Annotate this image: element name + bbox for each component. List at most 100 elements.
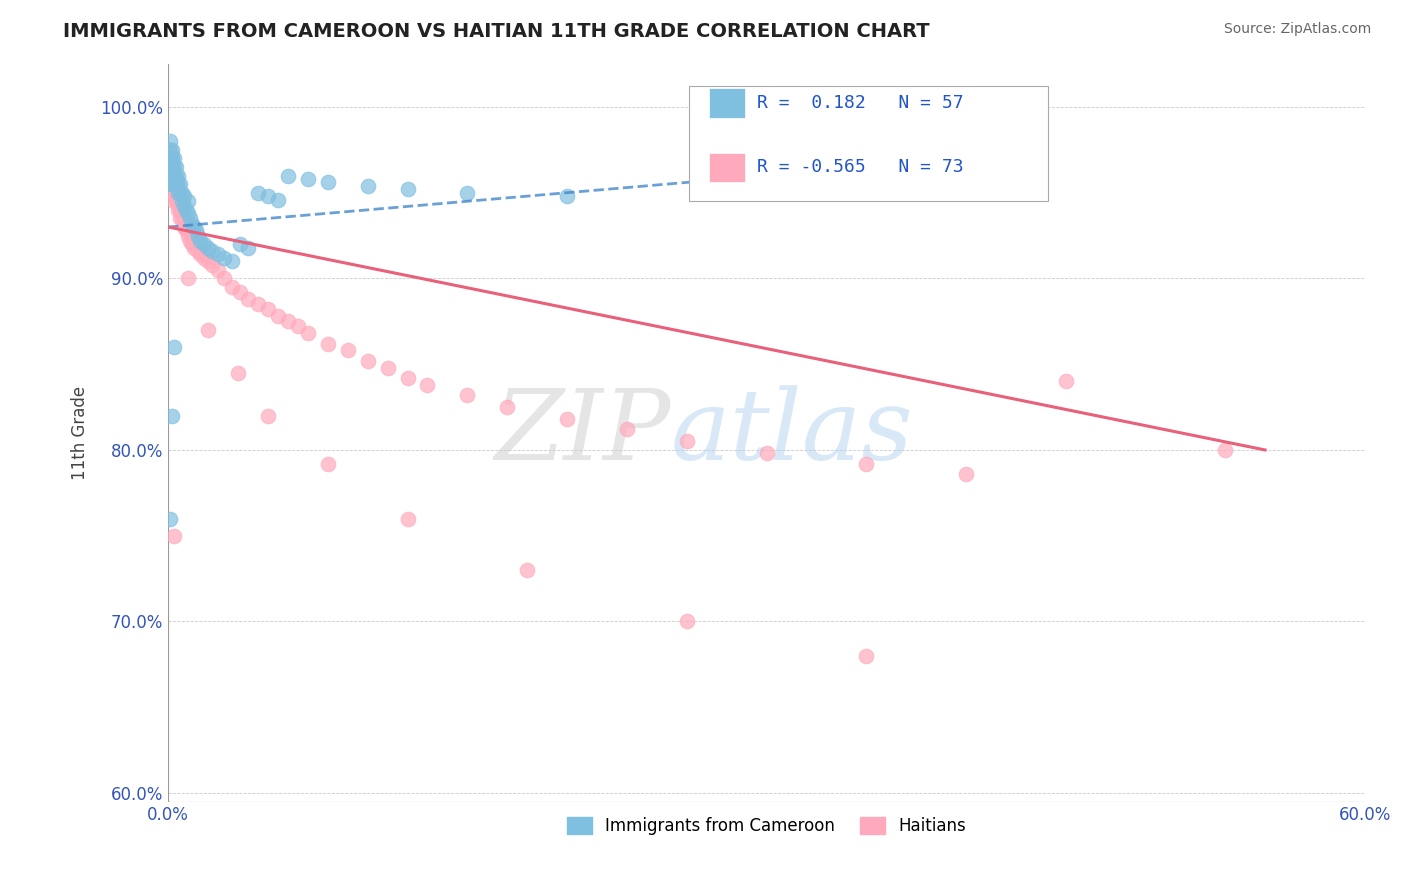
Point: [159, 169, 181, 183]
Point: [193, 237, 215, 252]
Point: [167, 202, 190, 217]
FancyBboxPatch shape: [709, 88, 745, 118]
FancyBboxPatch shape: [709, 153, 745, 182]
Point: [173, 211, 195, 226]
Text: R = -0.565   N = 73: R = -0.565 N = 73: [756, 159, 963, 177]
Point: [396, 182, 419, 196]
Point: [183, 241, 205, 255]
Point: [229, 237, 252, 252]
Point: [201, 258, 224, 272]
Point: [169, 202, 191, 217]
Point: [172, 211, 194, 226]
Point: [160, 169, 183, 183]
Point: [188, 234, 211, 248]
Point: [177, 271, 200, 285]
Point: [456, 186, 478, 200]
Text: R =  0.182   N = 57: R = 0.182 N = 57: [756, 95, 963, 112]
Point: [165, 160, 187, 174]
Point: [187, 244, 209, 258]
Point: [188, 247, 211, 261]
Point: [221, 254, 243, 268]
Point: [173, 189, 195, 203]
Point: [855, 457, 877, 471]
Point: [173, 219, 195, 234]
Point: [555, 189, 578, 203]
Point: [212, 251, 235, 265]
Point: [163, 169, 186, 183]
Point: [181, 237, 204, 252]
Point: [675, 615, 697, 629]
Point: [172, 194, 194, 209]
Point: [516, 563, 538, 577]
Point: [163, 186, 186, 200]
Point: [336, 343, 359, 358]
Point: [163, 177, 186, 191]
Point: [163, 340, 186, 354]
Point: [159, 152, 181, 166]
Point: [160, 152, 183, 166]
Point: [221, 280, 243, 294]
Point: [169, 177, 191, 191]
Point: [177, 219, 200, 234]
Point: [163, 152, 186, 166]
Point: [297, 326, 319, 341]
Point: [159, 169, 181, 183]
Point: [1213, 442, 1236, 457]
Point: [160, 177, 183, 191]
Point: [167, 169, 190, 183]
Point: [267, 193, 290, 207]
Point: [177, 194, 200, 209]
Point: [229, 285, 252, 300]
Point: [212, 271, 235, 285]
Point: [159, 177, 181, 191]
Point: [187, 228, 209, 243]
Point: [297, 172, 319, 186]
Point: [165, 186, 187, 200]
Point: [197, 323, 219, 337]
Text: IMMIGRANTS FROM CAMEROON VS HAITIAN 11TH GRADE CORRELATION CHART: IMMIGRANTS FROM CAMEROON VS HAITIAN 11TH…: [63, 22, 929, 41]
Point: [416, 377, 439, 392]
Y-axis label: 11th Grade: 11th Grade: [72, 385, 89, 480]
Point: [456, 388, 478, 402]
Point: [257, 409, 280, 423]
Point: [159, 511, 181, 525]
Point: [165, 177, 187, 191]
Point: [169, 186, 191, 200]
Point: [160, 177, 183, 191]
Point: [184, 223, 207, 237]
Point: [159, 134, 181, 148]
Point: [201, 244, 224, 258]
Point: [675, 434, 697, 449]
Point: [160, 169, 183, 183]
Point: [163, 529, 186, 543]
Point: [855, 648, 877, 663]
Point: [396, 371, 419, 385]
Point: [167, 177, 190, 191]
Point: [163, 160, 186, 174]
Point: [316, 175, 339, 189]
Point: [236, 292, 259, 306]
Point: [197, 254, 219, 268]
Point: [167, 186, 190, 200]
FancyBboxPatch shape: [689, 87, 1047, 201]
Point: [356, 353, 378, 368]
Point: [183, 219, 205, 234]
Point: [377, 360, 399, 375]
Point: [316, 457, 339, 471]
Point: [160, 409, 183, 423]
Point: [174, 202, 197, 217]
Point: [755, 446, 778, 460]
Point: [177, 228, 200, 243]
Point: [277, 314, 299, 328]
Point: [160, 143, 183, 157]
Point: [193, 251, 215, 265]
Legend: Immigrants from Cameroon, Haitians: Immigrants from Cameroon, Haitians: [557, 806, 976, 845]
Point: [246, 297, 269, 311]
Point: [165, 177, 187, 191]
Text: ZIP: ZIP: [495, 385, 671, 481]
Point: [159, 143, 181, 157]
Point: [267, 309, 290, 323]
Point: [246, 186, 269, 200]
Point: [226, 366, 249, 380]
Point: [496, 400, 519, 414]
